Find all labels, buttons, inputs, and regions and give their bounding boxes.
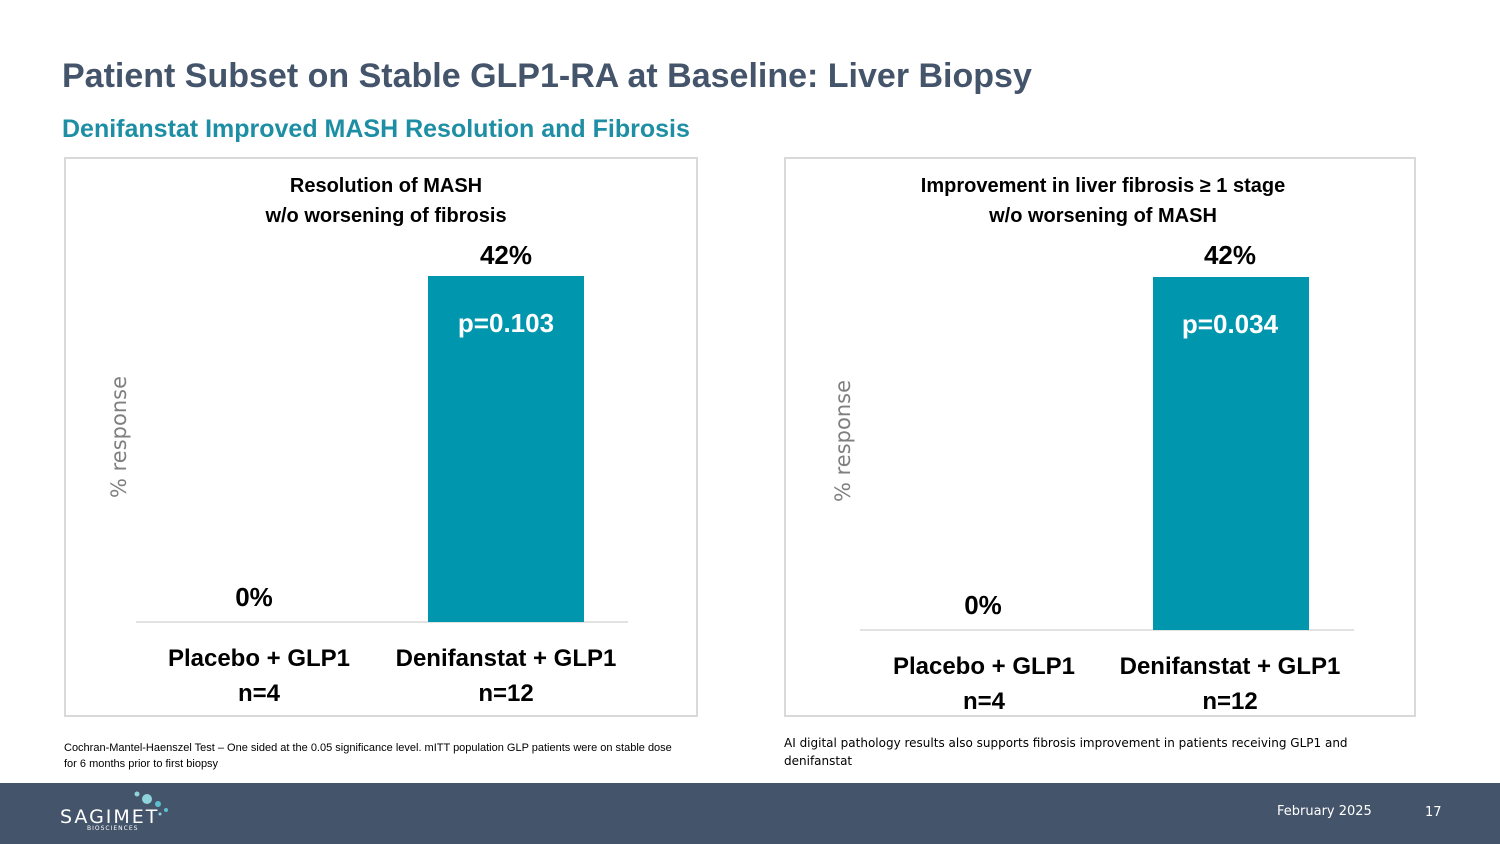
category-n-denifanstat: n=12	[1202, 688, 1257, 715]
category-n-denifanstat: n=12	[478, 680, 533, 707]
data-label-denifanstat: 42%	[480, 240, 532, 270]
chart-title-line-1: Resolution of MASH	[290, 175, 482, 197]
data-label-placebo: 0%	[235, 582, 273, 612]
bar-denifanstat	[1153, 277, 1309, 630]
page-number: 17	[1425, 805, 1442, 820]
slide-subtitle: Denifanstat Improved MASH Resolution and…	[62, 115, 690, 143]
p-value-label: p=0.103	[458, 308, 554, 338]
data-label-placebo: 0%	[964, 590, 1002, 620]
company-logo: SAGIMET	[60, 806, 160, 828]
chart-fibrosis-improvement: Improvement in liver fibrosis ≥ 1 stage …	[831, 175, 1354, 715]
chart-title-line-1: Improvement in liver fibrosis ≥ 1 stage	[921, 175, 1285, 197]
y-axis-label: % response	[831, 380, 855, 502]
category-label-placebo: Placebo + GLP1	[893, 653, 1075, 680]
company-logo-tagline: BIOSCIENCES	[87, 825, 139, 832]
logo-dots-icon	[134, 791, 168, 816]
category-n-placebo: n=4	[963, 688, 1006, 715]
slide-title: Patient Subset on Stable GLP1-RA at Base…	[62, 57, 1032, 95]
p-value-label: p=0.034	[1182, 309, 1279, 339]
footer-bar	[0, 783, 1500, 844]
category-label-denifanstat: Denifanstat + GLP1	[1120, 653, 1341, 680]
y-axis-label: % response	[107, 376, 131, 498]
data-label-denifanstat: 42%	[1204, 240, 1256, 270]
chart-panel-mash-resolution: Resolution of MASH w/o worsening of fibr…	[64, 157, 698, 717]
category-label-placebo: Placebo + GLP1	[168, 645, 350, 672]
chart-mash-resolution: Resolution of MASH w/o worsening of fibr…	[107, 175, 628, 707]
footnote-ai-pathology: AI digital pathology results also suppor…	[784, 736, 1348, 768]
footnote-statistics: Cochran-Mantel-Haenszel Test – One sided…	[64, 742, 672, 770]
chart-title-line-2: w/o worsening of fibrosis	[264, 205, 506, 227]
chart-title-line-2: w/o worsening of MASH	[988, 205, 1217, 227]
category-label-denifanstat: Denifanstat + GLP1	[396, 645, 617, 672]
bar-denifanstat	[428, 276, 584, 622]
category-n-placebo: n=4	[238, 680, 281, 707]
chart-panel-fibrosis-improvement: Improvement in liver fibrosis ≥ 1 stage …	[784, 157, 1416, 717]
slide-date: February 2025	[1277, 804, 1372, 819]
